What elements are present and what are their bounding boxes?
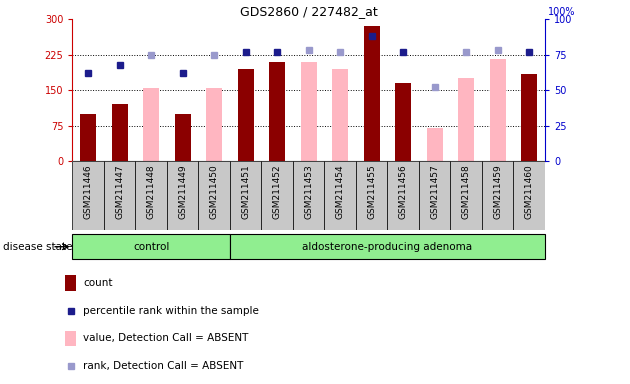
Bar: [301, 62, 317, 161]
Text: GSM211451: GSM211451: [241, 165, 250, 220]
Text: rank, Detection Call = ABSENT: rank, Detection Call = ABSENT: [83, 361, 243, 371]
Bar: [419, 161, 450, 230]
Text: GSM211457: GSM211457: [430, 165, 439, 220]
Bar: [396, 83, 411, 161]
Bar: [65, 331, 76, 346]
Text: GSM211452: GSM211452: [273, 165, 282, 219]
Text: GSM211447: GSM211447: [115, 165, 124, 219]
Bar: [293, 161, 324, 230]
Bar: [324, 161, 356, 230]
Bar: [65, 275, 76, 291]
Bar: [459, 78, 474, 161]
Bar: [167, 161, 198, 230]
Title: GDS2860 / 227482_at: GDS2860 / 227482_at: [240, 5, 377, 18]
Bar: [72, 161, 104, 230]
Bar: [356, 161, 387, 230]
Bar: [427, 128, 443, 161]
Text: GSM211448: GSM211448: [147, 165, 156, 219]
Text: GSM211449: GSM211449: [178, 165, 187, 219]
Text: count: count: [83, 278, 113, 288]
Bar: [450, 161, 482, 230]
Text: disease state: disease state: [3, 242, 72, 252]
Bar: [144, 88, 159, 161]
Text: GSM211446: GSM211446: [84, 165, 93, 219]
Bar: [81, 114, 96, 161]
Text: GSM211459: GSM211459: [493, 165, 502, 220]
Bar: [135, 161, 167, 230]
Bar: [104, 161, 135, 230]
Bar: [387, 161, 419, 230]
Bar: [238, 69, 254, 161]
Bar: [112, 104, 127, 161]
Bar: [364, 26, 379, 161]
Bar: [513, 161, 545, 230]
Bar: [490, 60, 506, 161]
Bar: [207, 88, 222, 161]
Bar: [270, 62, 285, 161]
Text: value, Detection Call = ABSENT: value, Detection Call = ABSENT: [83, 333, 248, 343]
Text: GSM211454: GSM211454: [336, 165, 345, 219]
Text: percentile rank within the sample: percentile rank within the sample: [83, 306, 259, 316]
Text: control: control: [133, 242, 169, 252]
Bar: [522, 74, 537, 161]
Text: 100%: 100%: [548, 7, 576, 17]
Bar: [175, 114, 191, 161]
Text: GSM211460: GSM211460: [525, 165, 534, 220]
Text: GSM211455: GSM211455: [367, 165, 376, 220]
Bar: [482, 161, 513, 230]
Bar: [261, 161, 293, 230]
Text: GSM211450: GSM211450: [210, 165, 219, 220]
Text: GSM211458: GSM211458: [462, 165, 471, 220]
Text: GSM211456: GSM211456: [399, 165, 408, 220]
Bar: [230, 234, 545, 259]
Bar: [333, 69, 348, 161]
Bar: [198, 161, 230, 230]
Text: GSM211453: GSM211453: [304, 165, 313, 220]
Bar: [230, 161, 261, 230]
Text: aldosterone-producing adenoma: aldosterone-producing adenoma: [302, 242, 472, 252]
Bar: [72, 234, 230, 259]
